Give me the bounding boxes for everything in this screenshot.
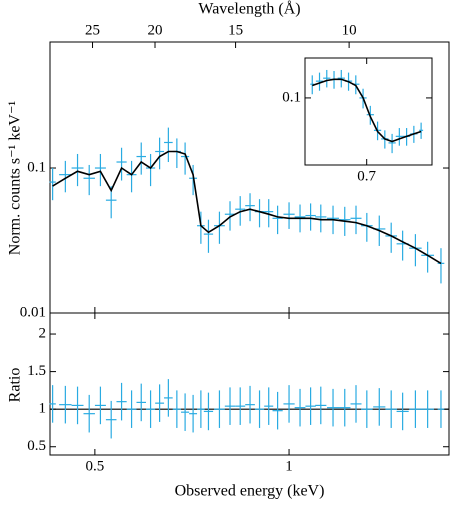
- data-point: [294, 388, 306, 427]
- data-point: [396, 392, 409, 431]
- x-tick-label: 0.5: [85, 458, 104, 474]
- model-line: [312, 78, 422, 143]
- data-point: [245, 193, 255, 222]
- data-point: [272, 391, 283, 430]
- data-point: [283, 385, 295, 423]
- data-point: [264, 387, 274, 425]
- data-point: [235, 387, 246, 425]
- data-point: [361, 390, 373, 428]
- data-point: [116, 147, 127, 181]
- y-axis-label: Ratio: [7, 368, 24, 403]
- data-point: [339, 388, 351, 427]
- data-point: [437, 390, 445, 428]
- data-point: [315, 386, 327, 425]
- data-point: [181, 142, 190, 175]
- data-point: [116, 382, 127, 421]
- y-tick-label: 0.1: [282, 89, 301, 105]
- data-point: [385, 390, 398, 428]
- plot-frame: [304, 57, 433, 166]
- data-point: [197, 390, 205, 428]
- y-tick-label: 0.5: [27, 438, 46, 454]
- data-point: [155, 384, 165, 422]
- data-point: [327, 388, 340, 427]
- x-axis-label: Observed energy (keV): [175, 483, 325, 500]
- y-tick-label: 1.5: [27, 363, 46, 379]
- data-point: [409, 390, 422, 428]
- y-tick-label: 2: [39, 325, 47, 341]
- data-point: [189, 394, 198, 433]
- x2-axis-label: Wavelength (Å): [198, 0, 300, 18]
- x-tick-label: 0.7: [357, 168, 376, 184]
- data-point: [264, 199, 274, 228]
- data-point: [136, 142, 146, 175]
- x2-tick-label: 15: [228, 22, 243, 38]
- x2-tick-label: 10: [342, 22, 357, 38]
- data-point: [83, 394, 95, 433]
- data-point: [71, 386, 84, 425]
- x2-tick-label: 25: [85, 22, 100, 38]
- model-line: [52, 150, 442, 265]
- y-tick-label: 0.1: [27, 159, 46, 175]
- data-point: [419, 122, 424, 139]
- data-point: [224, 387, 236, 425]
- data-point: [164, 127, 173, 163]
- data-point: [164, 379, 173, 417]
- data-point: [155, 137, 165, 170]
- data-point: [395, 128, 403, 146]
- x-tick-label: 1: [285, 458, 293, 474]
- data-point: [105, 400, 117, 439]
- data-point: [315, 72, 324, 91]
- y-axis-label: Norm. counts s⁻¹ keV⁻¹: [7, 101, 24, 256]
- data-point: [315, 204, 327, 233]
- data-point: [421, 390, 435, 428]
- x2-tick-label: 20: [148, 22, 163, 38]
- data-point: [49, 168, 56, 201]
- data-point: [305, 387, 316, 425]
- data-point: [350, 205, 362, 235]
- data-point: [71, 153, 84, 187]
- data-point: [203, 392, 214, 431]
- data-point: [181, 393, 190, 431]
- data-point: [94, 386, 106, 425]
- data-point: [94, 153, 106, 187]
- data-point: [136, 383, 146, 422]
- data-point: [214, 390, 225, 428]
- data-point: [59, 160, 72, 193]
- data-point: [49, 385, 56, 423]
- data-point: [373, 388, 386, 426]
- y-tick-label: 1: [39, 401, 47, 417]
- data-point: [350, 385, 362, 423]
- y-tick-label: 0.01: [20, 304, 46, 320]
- data-point: [245, 385, 255, 424]
- plot-frame: [49, 312, 450, 456]
- data-point: [305, 203, 316, 231]
- data-point: [283, 202, 295, 229]
- data-point: [145, 390, 156, 428]
- data-point: [272, 205, 283, 235]
- data-point: [59, 385, 72, 424]
- data-point: [126, 390, 137, 428]
- data-point: [323, 69, 331, 88]
- data-point: [203, 219, 214, 253]
- data-point: [388, 133, 396, 154]
- data-point: [83, 164, 95, 196]
- data-point: [172, 390, 182, 428]
- data-point: [254, 390, 265, 428]
